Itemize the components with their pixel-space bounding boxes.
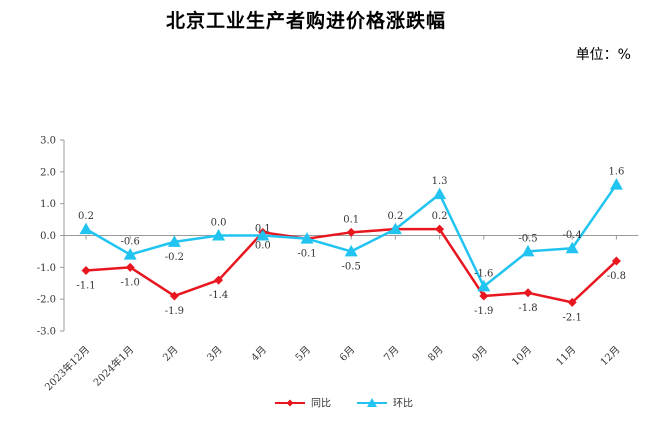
data-label: -0.4	[563, 230, 582, 241]
x-tick-label: 2023年12月	[42, 343, 92, 393]
series-2-point	[300, 232, 314, 244]
x-tick-label: 6月	[337, 344, 357, 364]
y-tick-label: 3.0	[40, 136, 56, 147]
x-tick-label: 11月	[554, 344, 579, 369]
data-label: -1.6	[474, 268, 493, 279]
legend-marker-1	[286, 399, 294, 407]
data-label: 0.2	[78, 211, 94, 222]
series-1-point	[125, 262, 135, 272]
series-2-point	[212, 229, 226, 241]
data-label: 1.3	[432, 176, 448, 187]
x-tick-label: 8月	[426, 344, 446, 364]
y-tick-label: -3.0	[37, 327, 56, 338]
series-1-point	[567, 297, 577, 307]
data-label: -0.5	[518, 233, 537, 244]
x-tick-label: 7月	[381, 344, 401, 364]
y-tick-label: 1.0	[40, 199, 56, 210]
x-tick-label: 2024年1月	[90, 343, 136, 389]
series-2-point	[344, 244, 358, 257]
series-1-point	[169, 291, 179, 301]
series-1-point	[346, 227, 356, 237]
x-tick-label: 5月	[293, 344, 313, 364]
data-label: 0.2	[432, 211, 448, 222]
series-1-point	[435, 224, 445, 234]
series-2-point	[256, 229, 270, 241]
data-label: 0.1	[255, 224, 271, 235]
data-label: -0.8	[607, 271, 626, 282]
data-label: 1.6	[608, 167, 624, 178]
legend-label: 环比	[393, 398, 413, 410]
series-2-point	[521, 244, 535, 257]
data-label: -1.0	[121, 277, 140, 288]
series-2-point	[79, 222, 93, 235]
series-2-point	[123, 248, 137, 260]
x-tick-label: 3月	[205, 344, 225, 364]
series-2-point	[167, 235, 181, 247]
data-label: 0.2	[387, 211, 403, 222]
y-tick-label: 2.0	[40, 167, 56, 178]
series-1-point	[479, 291, 489, 301]
data-label: -1.9	[474, 306, 493, 317]
x-tick-label: 2月	[160, 344, 180, 364]
data-label: -1.9	[165, 306, 184, 317]
series-1-point	[611, 256, 621, 266]
data-label: -0.5	[342, 261, 361, 272]
legend-label: 同比	[311, 398, 331, 410]
series-1-point	[214, 275, 224, 285]
data-label: 0.1	[343, 214, 359, 225]
data-label: -1.4	[209, 290, 228, 301]
series-1-point	[81, 266, 91, 276]
chart-title: 北京工业生产者购进价格涨跌幅	[165, 10, 446, 32]
data-label: 0.0	[255, 240, 271, 251]
y-tick-label: 0.0	[40, 231, 56, 242]
series-2-point	[477, 279, 491, 292]
series-2-point	[565, 241, 579, 254]
data-label: -0.2	[165, 252, 184, 263]
y-tick-label: -1.0	[37, 263, 56, 274]
unit-label: 单位：%	[575, 47, 631, 63]
data-label: -1.8	[518, 303, 537, 314]
x-tick-label: 4月	[249, 344, 269, 364]
data-label: -2.1	[563, 312, 582, 323]
series-1-point	[523, 288, 533, 298]
series-2-point	[433, 187, 447, 200]
series-2-point	[388, 222, 402, 235]
y-tick-label: -2.0	[37, 295, 56, 306]
data-label: 0.0	[211, 218, 227, 229]
data-label: -0.1	[297, 249, 316, 260]
data-label: -1.1	[76, 281, 95, 292]
x-tick-label: 12月	[598, 344, 623, 369]
x-tick-label: 9月	[470, 344, 490, 364]
data-label: -0.6	[121, 237, 140, 248]
legend-marker-2	[367, 398, 377, 407]
series-2-point	[609, 178, 623, 190]
x-tick-label: 10月	[510, 344, 535, 369]
